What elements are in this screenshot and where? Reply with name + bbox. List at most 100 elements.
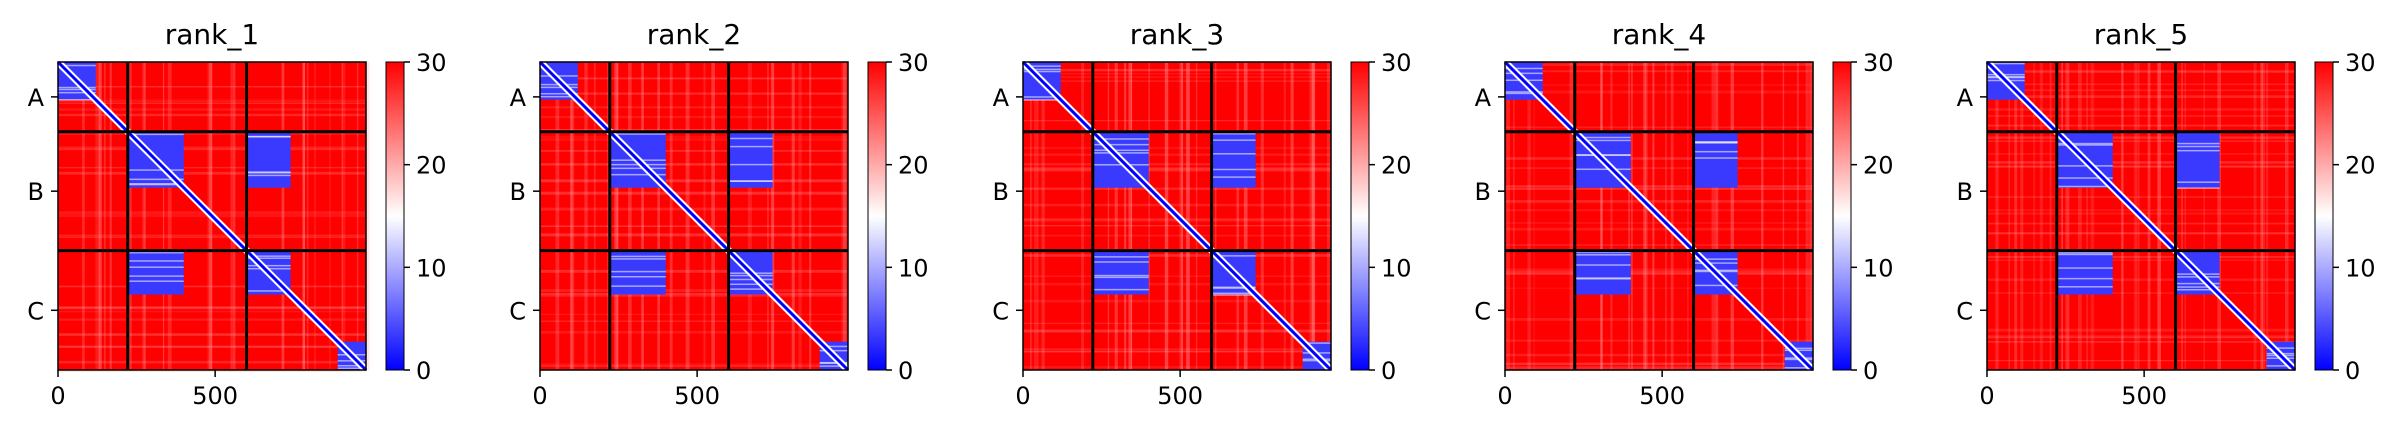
heatmap-stripe xyxy=(1023,299,1331,303)
heatmap-stripe xyxy=(1023,275,1331,278)
heatmap-stripe xyxy=(540,331,848,334)
heatmap-stripe xyxy=(540,292,848,295)
heatmap-stripe xyxy=(540,233,848,237)
heatmap-block xyxy=(728,131,773,188)
heatmap-stripe xyxy=(703,62,706,370)
heatmap-block-band xyxy=(127,280,184,282)
heatmap-block-band xyxy=(1693,142,1738,144)
heatmap-block-band xyxy=(2175,145,2220,148)
heatmap-stripe xyxy=(772,62,775,370)
heatmap-stripe xyxy=(1023,153,1331,156)
heatmap-stripe xyxy=(2253,62,2257,370)
heatmap-stripe xyxy=(1987,222,2295,225)
x-tick-label: 0 xyxy=(1979,382,1994,410)
heatmap-stripe xyxy=(95,62,97,370)
panel-title: rank_1 xyxy=(165,18,259,51)
heatmap-stripe xyxy=(58,306,366,308)
colorbar-tick-label: 20 xyxy=(2345,152,2376,180)
heatmap-stripe xyxy=(58,285,366,288)
heatmap-stripe xyxy=(540,225,848,227)
heatmap-block-band xyxy=(2175,142,2220,145)
heatmap-block-band xyxy=(728,278,773,281)
heatmap-stripe xyxy=(540,136,848,138)
chain-label: B xyxy=(1475,178,1491,206)
heatmap-stripe xyxy=(1023,351,1331,353)
heatmap-block-band xyxy=(1574,277,1631,279)
x-tick-label: 0 xyxy=(1497,382,1512,410)
heatmap-stripe xyxy=(1505,126,1813,129)
heatmap-stripe xyxy=(1023,234,1331,237)
heatmap-stripe xyxy=(540,163,848,166)
colorbar-tick-label: 10 xyxy=(898,254,929,282)
heatmap-block-band xyxy=(127,183,184,186)
heatmap-stripe xyxy=(1034,62,1038,370)
heatmap-stripe xyxy=(58,318,366,321)
heatmap-stripe xyxy=(2033,62,2036,370)
colorbar xyxy=(385,61,405,371)
heatmap-stripe xyxy=(329,62,331,370)
heatmap-block-band xyxy=(337,367,366,369)
chain-label: A xyxy=(510,84,527,112)
heatmap-stripe xyxy=(1023,170,1331,172)
heatmap-stripe xyxy=(1148,62,1150,370)
heatmap-block-band xyxy=(1574,251,1631,254)
heatmap-stripe xyxy=(1023,350,1331,352)
heatmap-stripe xyxy=(2260,62,2263,370)
heatmap-block-band xyxy=(246,290,291,292)
chain-label: B xyxy=(510,178,526,206)
heatmap-block-band xyxy=(127,266,184,268)
heatmap-stripe xyxy=(356,62,359,370)
heatmap-stripe xyxy=(767,62,769,370)
heatmap-stripe xyxy=(1505,90,1813,94)
heatmap-stripe xyxy=(58,345,366,347)
heatmap-stripe xyxy=(1505,244,1813,246)
heatmap-stripe xyxy=(58,147,366,151)
heatmap-stripe xyxy=(1023,203,1331,207)
heatmap-stripe xyxy=(104,62,106,370)
chain-label: A xyxy=(1475,84,1492,112)
heatmap-stripe xyxy=(58,310,366,313)
heatmap-stripe xyxy=(142,62,144,370)
heatmap-block-band xyxy=(1574,264,1631,266)
heatmap-stripe xyxy=(1505,366,1813,369)
heatmap-stripe xyxy=(2261,62,2265,370)
heatmap-block-band xyxy=(127,260,184,262)
heatmap-block-band xyxy=(246,255,291,257)
x-tick-label: 0 xyxy=(50,382,65,410)
heatmap-stripe xyxy=(1987,278,2295,281)
heatmap-block-band xyxy=(1211,139,1256,141)
heatmap-stripe xyxy=(1987,152,2295,155)
heatmap-stripe xyxy=(1505,209,1813,212)
heatmap-stripe xyxy=(1023,225,1331,227)
colorbar xyxy=(1350,61,1370,371)
heatmap-block xyxy=(1693,131,1738,188)
colorbar-tick-label: 0 xyxy=(2345,357,2360,385)
heatmap-stripe xyxy=(2181,62,2183,370)
heatmap-stripe xyxy=(341,62,344,370)
heatmap-stripe xyxy=(1506,62,1510,370)
heatmap-block-band xyxy=(728,163,773,166)
heatmap-block-band xyxy=(1693,284,1738,287)
heatmap-stripe xyxy=(1987,70,2295,73)
heatmap-block-band xyxy=(1693,150,1738,153)
heatmap-stripe xyxy=(540,179,848,183)
heatmap-block-band xyxy=(58,88,96,91)
heatmap-block-band xyxy=(1574,278,1631,280)
colorbar-tick-label: 10 xyxy=(1381,254,1412,282)
heatmap-block-band xyxy=(1092,143,1149,146)
heatmap-block-band xyxy=(2056,142,2113,145)
heatmap-stripe xyxy=(770,62,774,370)
heatmap-stripe xyxy=(2184,62,2186,370)
heatmap-block-band xyxy=(1211,176,1256,178)
colorbar-tick-label: 20 xyxy=(416,152,447,180)
panel-title: rank_5 xyxy=(2094,18,2188,51)
panel-title: rank_2 xyxy=(647,18,741,51)
heatmap-stripe xyxy=(641,62,644,370)
panel-4: rank_4 A B C 0 500 0 10 20 30 xyxy=(1474,18,1893,410)
heatmap-stripe xyxy=(1987,136,2295,139)
heatmap-stripe xyxy=(341,62,346,370)
heatmap-stripe xyxy=(791,62,795,370)
heatmap-block-band xyxy=(1784,349,1813,352)
colorbar-tick-label: 10 xyxy=(416,254,447,282)
heatmap-block-band xyxy=(1574,136,1631,139)
